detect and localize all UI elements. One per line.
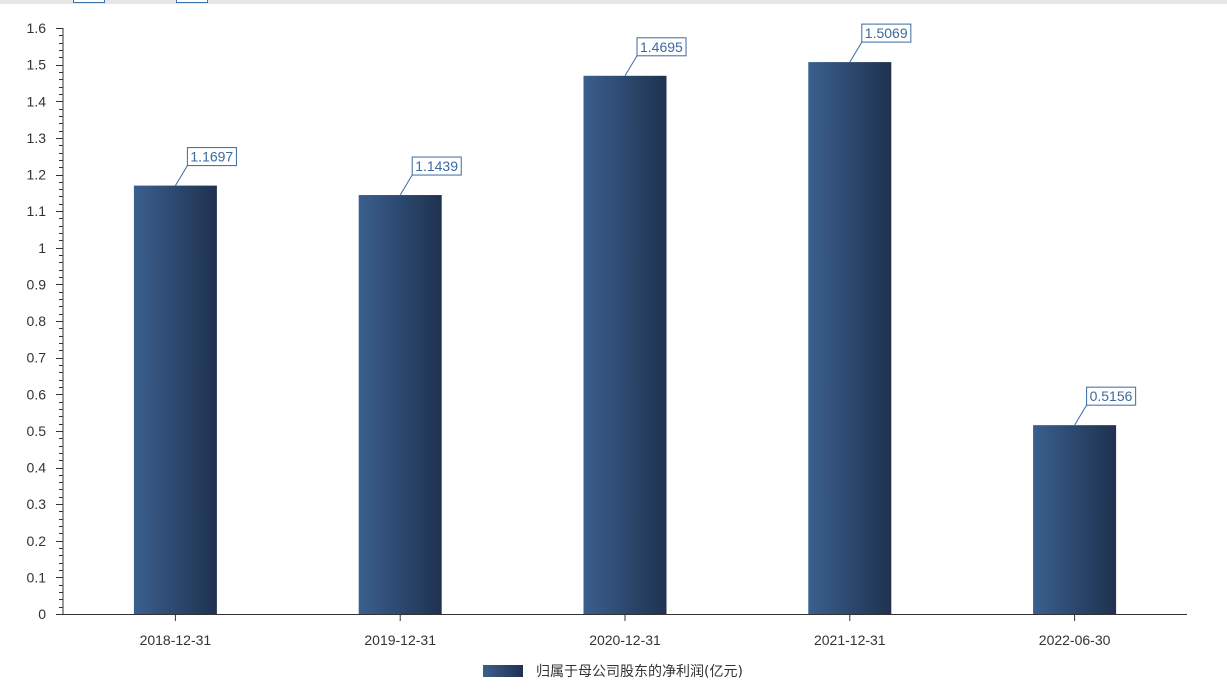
data-label-box — [411, 156, 462, 176]
bar[interactable] — [133, 185, 217, 614]
data-label-leader — [1074, 404, 1088, 426]
legend-swatch — [483, 665, 523, 677]
y-tick-label: 0.5 — [27, 423, 47, 439]
x-tick-label: 2019-12-31 — [364, 632, 436, 648]
y-tick-label: 0 — [38, 606, 46, 622]
y-tick-label: 1 — [38, 240, 46, 256]
x-tick-label: 2018-12-31 — [140, 632, 212, 648]
data-label-box — [186, 147, 237, 167]
data-label-box — [636, 37, 687, 57]
y-tick-label: 1.6 — [27, 20, 47, 36]
bar[interactable] — [583, 75, 667, 614]
data-label: 1.5069 — [865, 25, 908, 41]
data-label-leader — [399, 174, 413, 196]
data-label: 1.1439 — [415, 158, 458, 174]
y-tick-label: 0.7 — [27, 350, 47, 366]
bar[interactable] — [1033, 425, 1117, 614]
data-labels-group: 1.1697 1.1439 1.4695 1.5069 0.5156 — [174, 23, 1137, 426]
data-label-box — [1086, 386, 1137, 406]
bar[interactable] — [358, 195, 442, 614]
x-tick-label: 2022-06-30 — [1039, 632, 1111, 648]
y-tick-label: 0.2 — [27, 533, 47, 549]
y-tick-label: 1.2 — [27, 167, 47, 183]
bar[interactable] — [808, 62, 892, 614]
x-tick-label: 2021-12-31 — [814, 632, 886, 648]
x-tick-label: 2020-12-31 — [589, 632, 661, 648]
y-tick-label: 0.4 — [27, 460, 47, 476]
bars-group — [133, 62, 1117, 614]
x-axis: 2018-12-31 2019-12-31 2020-12-31 2021-12-31… — [63, 614, 1187, 648]
y-tick-label: 0.1 — [27, 569, 47, 585]
y-tick-label: 0.9 — [27, 276, 47, 292]
y-axis: 0 0.1 0.2 0.3 0.4 0.5 0.6 0.7 0.8 0.9 1 1.1 1.2 1.3 1.… — [27, 20, 64, 622]
y-tick-label: 1.3 — [27, 130, 47, 146]
y-tick-label: 0.8 — [27, 313, 47, 329]
y-tick-label: 1.1 — [27, 203, 47, 219]
top-tab-1[interactable] — [73, 0, 105, 3]
legend[interactable]: 归属于母公司股东的净利润(亿元) — [483, 663, 743, 680]
data-label-leader — [174, 165, 188, 186]
y-tick-label: 0.6 — [27, 386, 47, 402]
data-label-box — [861, 23, 912, 43]
top-scroll-bar — [0, 0, 1227, 4]
legend-label: 归属于母公司股东的净利润(亿元) — [536, 663, 743, 680]
y-tick-label: 1.5 — [27, 57, 47, 73]
top-tab-2[interactable] — [176, 0, 208, 3]
data-label-leader — [624, 55, 638, 77]
data-label: 0.5156 — [1090, 388, 1133, 404]
data-label: 1.1697 — [190, 149, 233, 165]
data-label-leader — [849, 41, 863, 63]
y-tick-label: 0.3 — [27, 496, 47, 512]
data-label: 1.4695 — [640, 39, 683, 55]
y-tick-label: 1.4 — [27, 93, 47, 109]
